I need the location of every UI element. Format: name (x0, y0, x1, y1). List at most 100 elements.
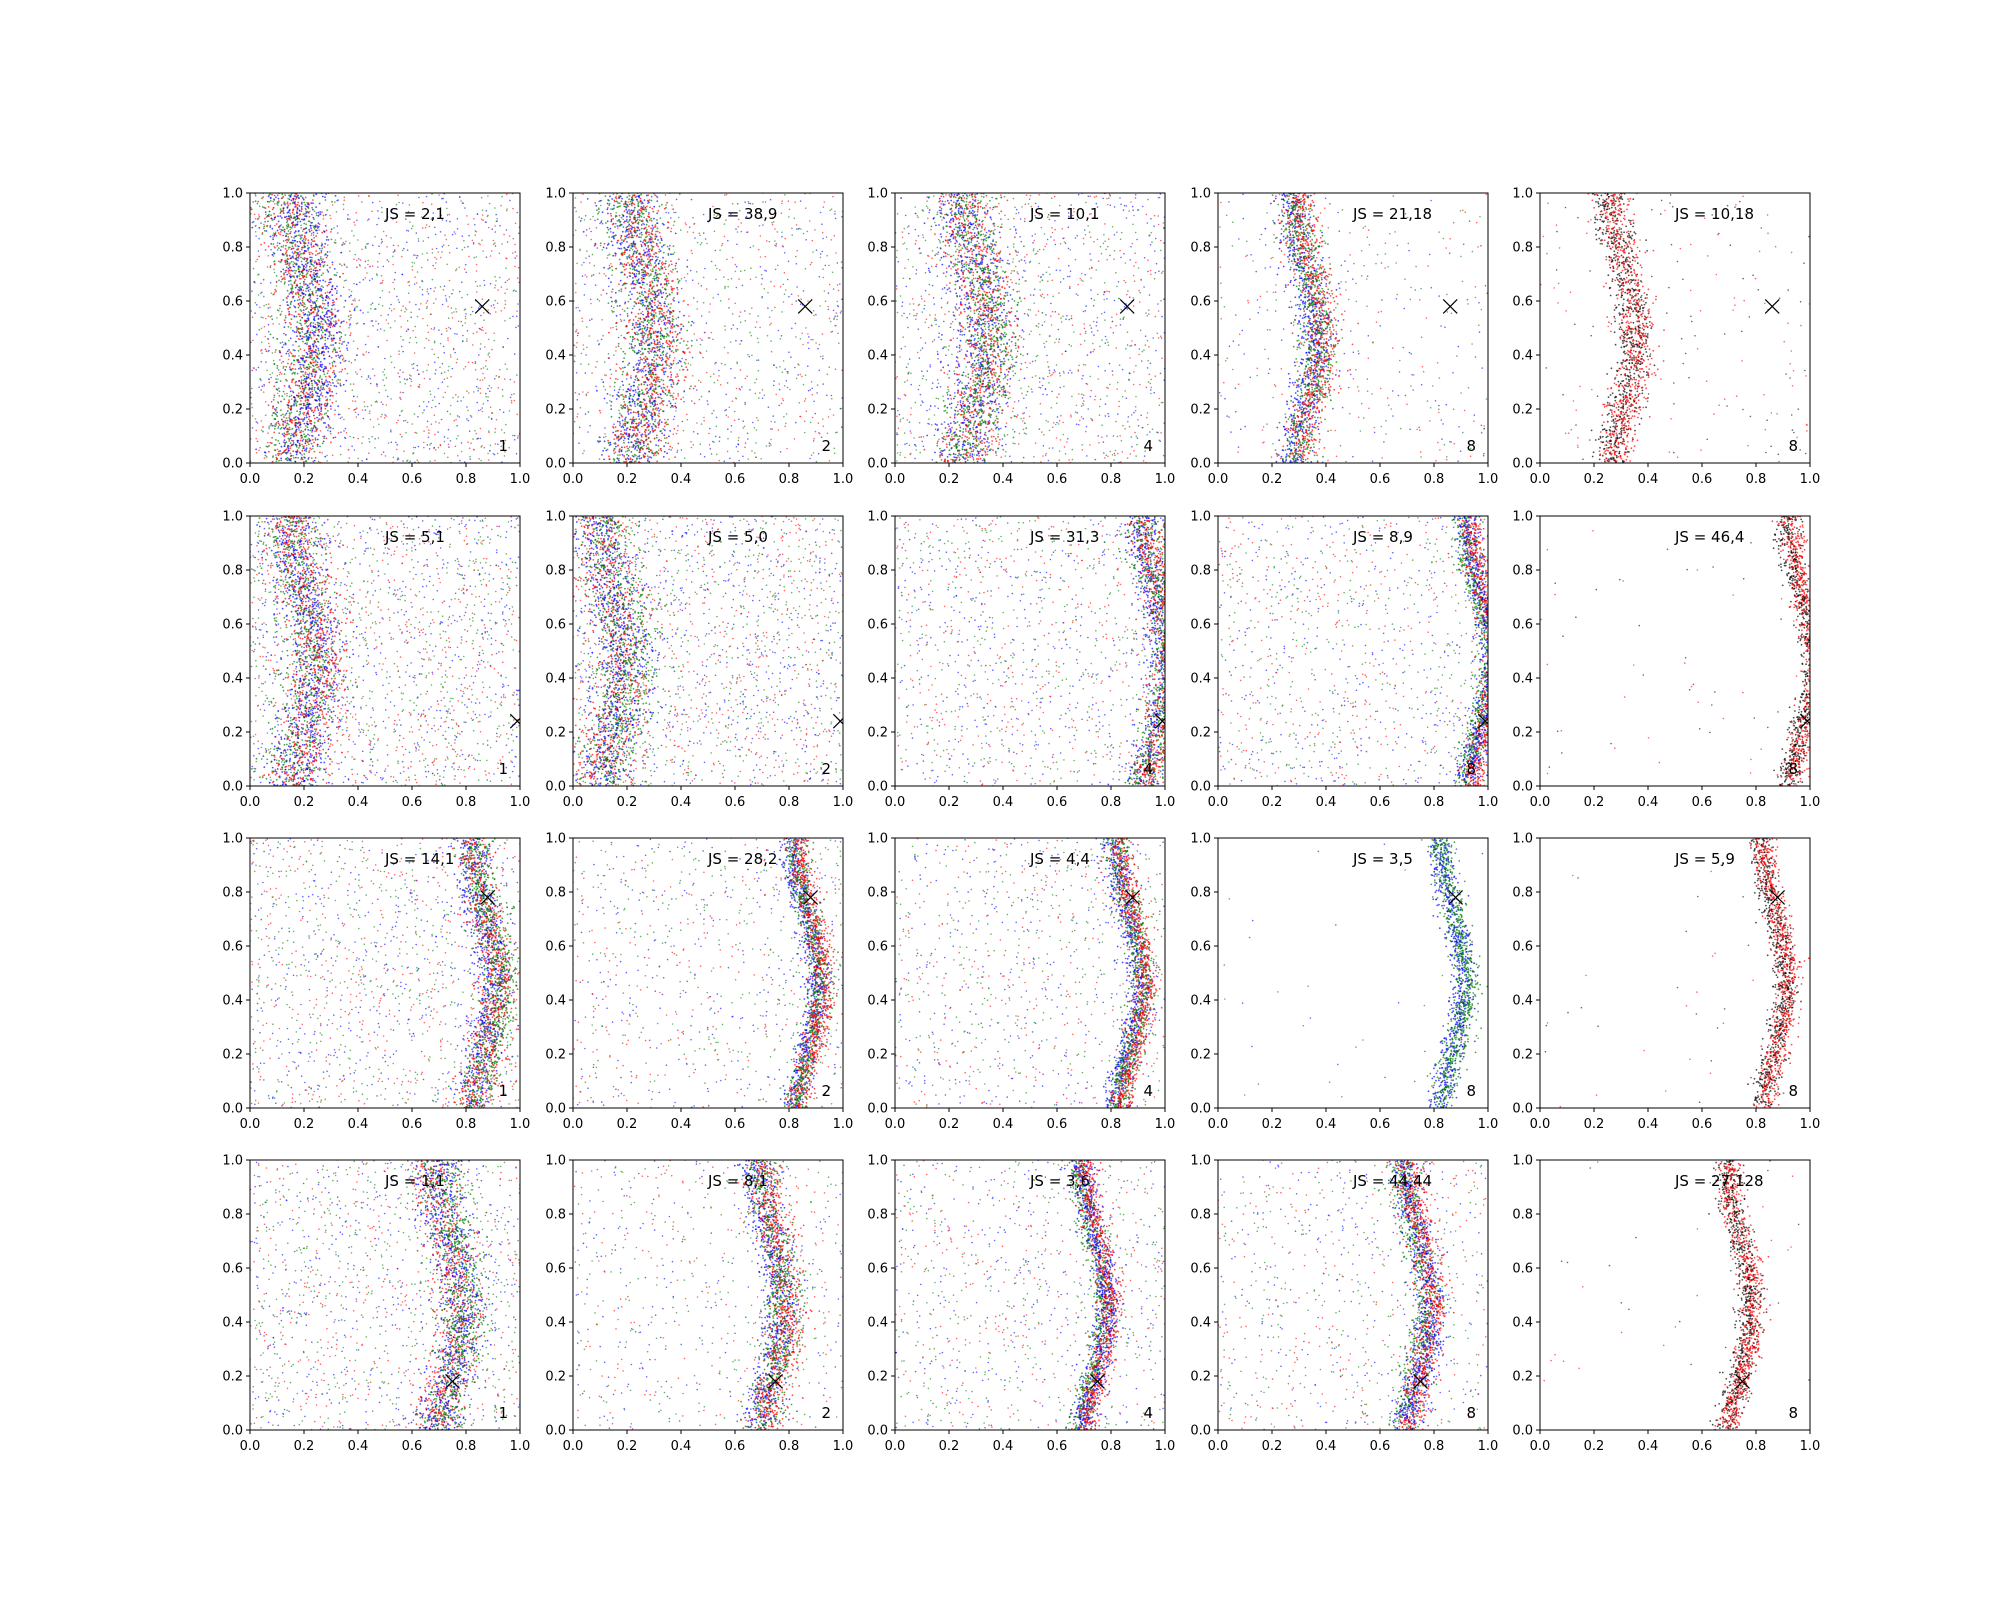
point-red (310, 409, 313, 412)
point-blue (633, 268, 636, 270)
point-blue (325, 348, 327, 350)
point-red (264, 249, 267, 251)
point-red (463, 368, 465, 370)
point-red (504, 451, 506, 453)
point-green (284, 281, 286, 283)
point-blue (625, 208, 628, 211)
point-green (321, 311, 324, 314)
point-blue (379, 296, 382, 299)
point-green (366, 405, 369, 408)
point-red (302, 387, 304, 390)
point-blue (317, 347, 320, 350)
point-green (289, 442, 292, 444)
point-red (385, 415, 388, 417)
point-blue (325, 193, 327, 195)
point-red (402, 305, 404, 308)
point-blue (395, 441, 397, 444)
point-blue (517, 303, 519, 305)
point-green (447, 244, 450, 247)
point-blue (799, 200, 802, 202)
point-blue (465, 313, 467, 315)
point-green (655, 296, 658, 299)
point-blue (648, 460, 651, 463)
point-blue (356, 373, 358, 375)
point-blue (324, 336, 327, 339)
point-blue (638, 364, 640, 366)
point-blue (780, 335, 783, 337)
point-red (331, 454, 334, 457)
point-red (302, 276, 305, 279)
point-red (302, 312, 305, 314)
point-blue (456, 400, 459, 403)
point-red (398, 353, 400, 356)
point-blue (293, 266, 296, 268)
point-green (299, 397, 301, 400)
point-red (426, 290, 429, 293)
point-blue (660, 359, 663, 362)
point-blue (326, 398, 329, 401)
point-green (354, 359, 356, 361)
point-red (304, 404, 307, 407)
point-blue (301, 440, 304, 442)
point-blue (770, 428, 772, 430)
point-red (312, 361, 315, 364)
point-blue (460, 320, 463, 323)
point-green (273, 418, 276, 420)
point-blue (298, 429, 300, 431)
point-red (339, 325, 341, 328)
point-red (308, 215, 311, 218)
point-red (517, 435, 519, 437)
point-red (376, 385, 378, 387)
point-green (504, 363, 507, 366)
point-green (301, 230, 304, 232)
point-blue (603, 440, 606, 443)
point-green (511, 434, 514, 437)
point-blue (615, 222, 617, 225)
point-red (296, 203, 299, 206)
point-green (647, 246, 650, 248)
point-red (299, 366, 302, 368)
point-blue (251, 226, 254, 229)
point-blue (836, 315, 839, 317)
point-blue (645, 247, 648, 250)
point-blue (445, 300, 448, 302)
point-blue (513, 434, 516, 437)
point-blue (711, 440, 714, 443)
point-green (284, 314, 287, 317)
point-blue (267, 323, 270, 326)
point-blue (281, 433, 284, 435)
point-red (515, 255, 518, 257)
point-red (496, 302, 499, 305)
point-green (672, 245, 675, 248)
point-blue (595, 204, 598, 207)
point-blue (708, 337, 711, 339)
point-blue (286, 419, 289, 422)
point-green (447, 369, 450, 372)
point-blue (314, 341, 317, 343)
point-blue (256, 202, 259, 205)
point-blue (295, 426, 297, 428)
point-green (643, 327, 646, 330)
point-green (481, 379, 484, 381)
point-red (268, 450, 270, 453)
point-blue (324, 333, 326, 336)
point-green (301, 257, 304, 260)
point-blue (324, 299, 327, 302)
x-tick-label: 0.6 (402, 472, 423, 487)
point-red (320, 418, 323, 421)
point-blue (300, 203, 303, 205)
point-blue (706, 400, 709, 402)
point-blue (650, 394, 652, 397)
point-blue (662, 292, 665, 294)
point-green (266, 445, 269, 448)
point-blue (582, 230, 585, 233)
point-red (274, 288, 277, 291)
point-red (286, 428, 289, 431)
point-red (270, 442, 273, 445)
point-blue (488, 450, 491, 452)
point-green (638, 322, 641, 325)
point-blue (667, 309, 670, 311)
point-red (318, 380, 320, 383)
y-tick-label: 0.2 (222, 403, 243, 418)
